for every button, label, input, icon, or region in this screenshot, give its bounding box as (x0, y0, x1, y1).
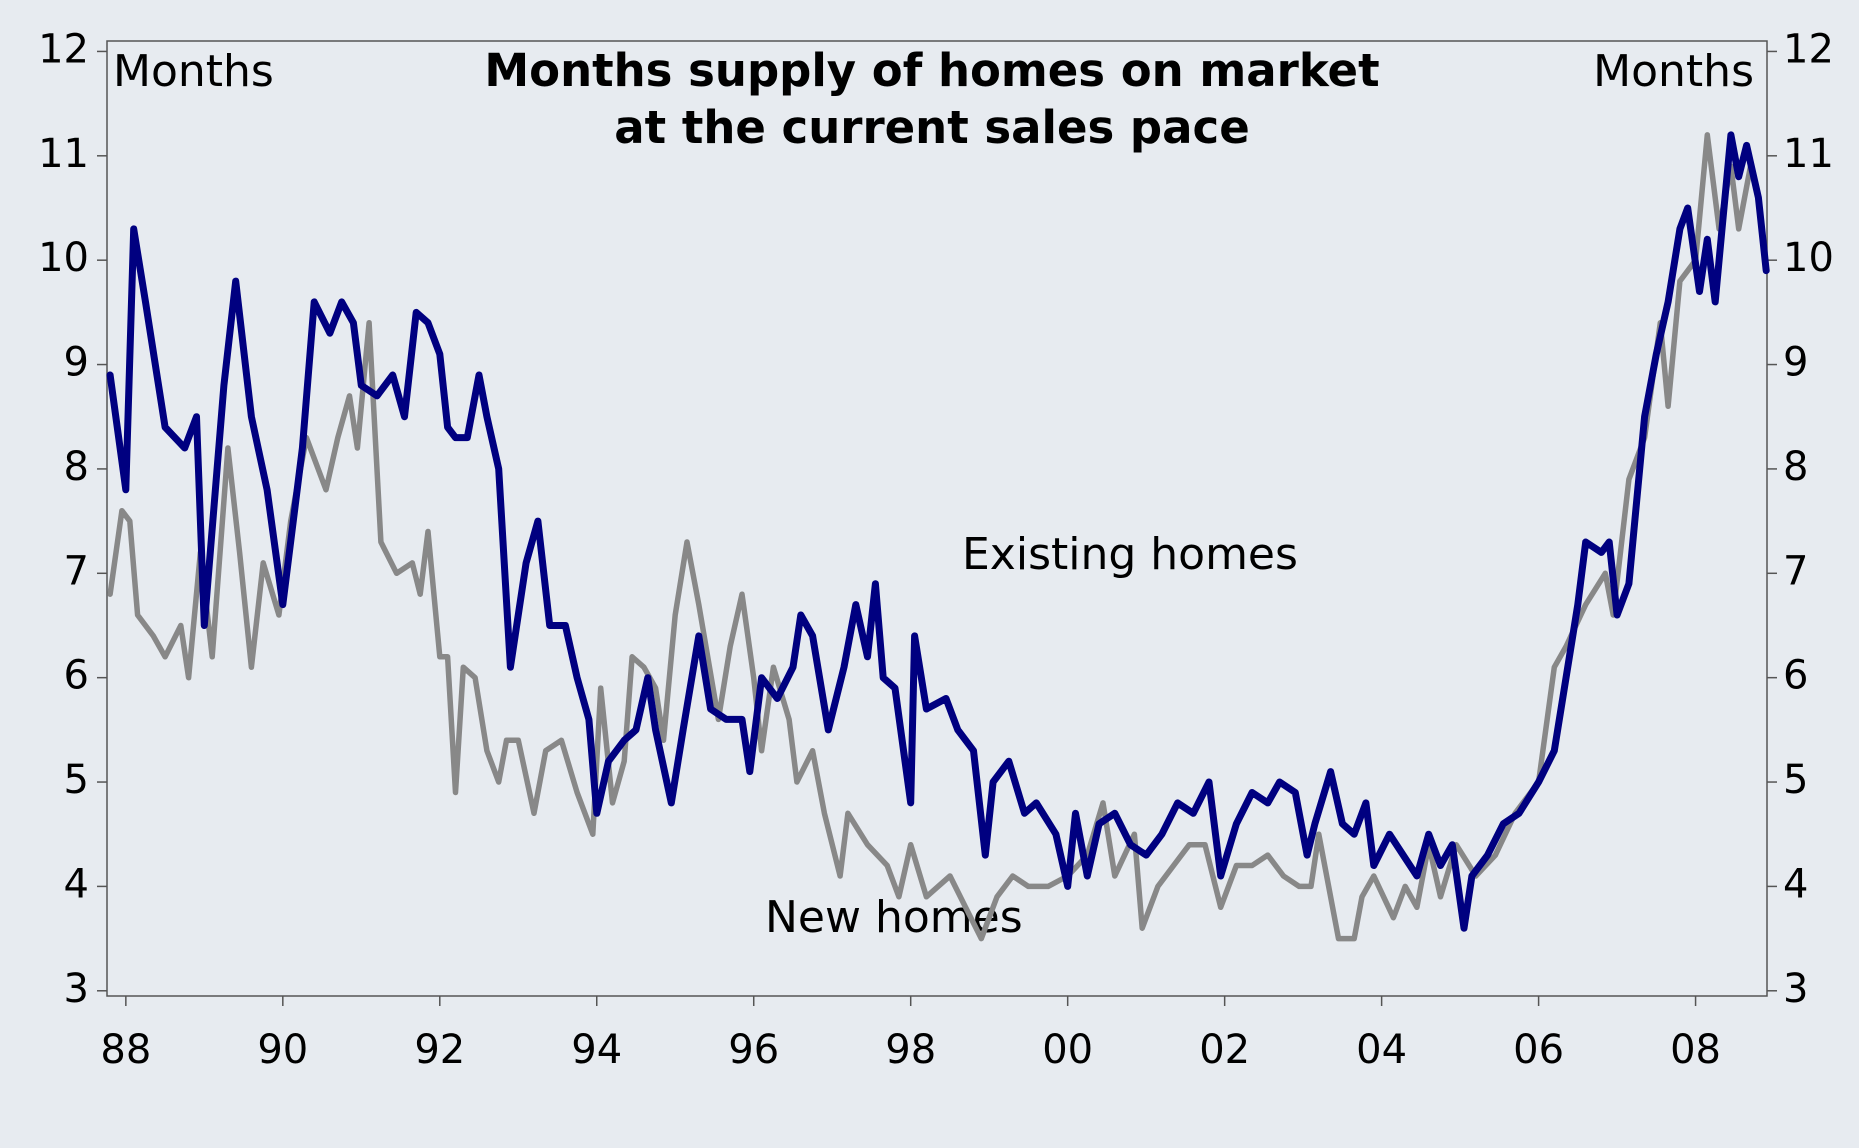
y-tick-label: 3 (64, 966, 89, 1012)
y2-tick-label: 10 (1783, 235, 1834, 281)
x-tick-label: 90 (257, 1027, 308, 1073)
y-tick-label: 9 (64, 340, 89, 386)
chart-title: at the current sales pace (614, 101, 1249, 154)
y-tick-label: 10 (38, 235, 89, 281)
plot-area (106, 40, 1768, 997)
y2-tick-label: 6 (1783, 653, 1808, 699)
x-tick-label: 88 (100, 1027, 151, 1073)
y2-tick-label: 9 (1783, 340, 1808, 386)
y2-tick-label: 3 (1783, 966, 1808, 1012)
y-tick-label: 11 (38, 131, 89, 177)
y2-tick-label: 5 (1783, 757, 1808, 803)
chart-title: Months supply of homes on market (484, 44, 1379, 97)
y-tick-label: 5 (64, 757, 89, 803)
x-tick-label: 08 (1670, 1027, 1721, 1073)
x-tick-label: 94 (571, 1027, 622, 1073)
y-tick-label: 6 (64, 653, 89, 699)
x-tick-label: 96 (728, 1027, 779, 1073)
y2-tick-label: 11 (1783, 131, 1834, 177)
series-line (107, 132, 1754, 942)
x-tick-label: 00 (1042, 1027, 1093, 1073)
y-tick-label: 4 (64, 861, 89, 907)
y2-tick-label: 4 (1783, 861, 1808, 907)
y2-tick-label: 8 (1783, 444, 1808, 490)
x-tick-label: 04 (1356, 1027, 1407, 1073)
y-tick-label: 7 (64, 548, 89, 594)
x-tick-label: 92 (414, 1027, 465, 1073)
y-axis-label: Months (113, 46, 274, 97)
annotation: Existing homes (962, 529, 1298, 580)
series-line (106, 131, 1770, 932)
y2-axis-label: Months (1593, 46, 1754, 97)
y-tick-label: 8 (64, 444, 89, 490)
y2-tick-label: 7 (1783, 548, 1808, 594)
y-tick-label: 12 (38, 26, 89, 72)
x-tick-label: 06 (1513, 1027, 1564, 1073)
x-tick-label: 02 (1199, 1027, 1250, 1073)
y2-tick-label: 12 (1783, 26, 1834, 72)
x-tick-label: 98 (885, 1027, 936, 1073)
